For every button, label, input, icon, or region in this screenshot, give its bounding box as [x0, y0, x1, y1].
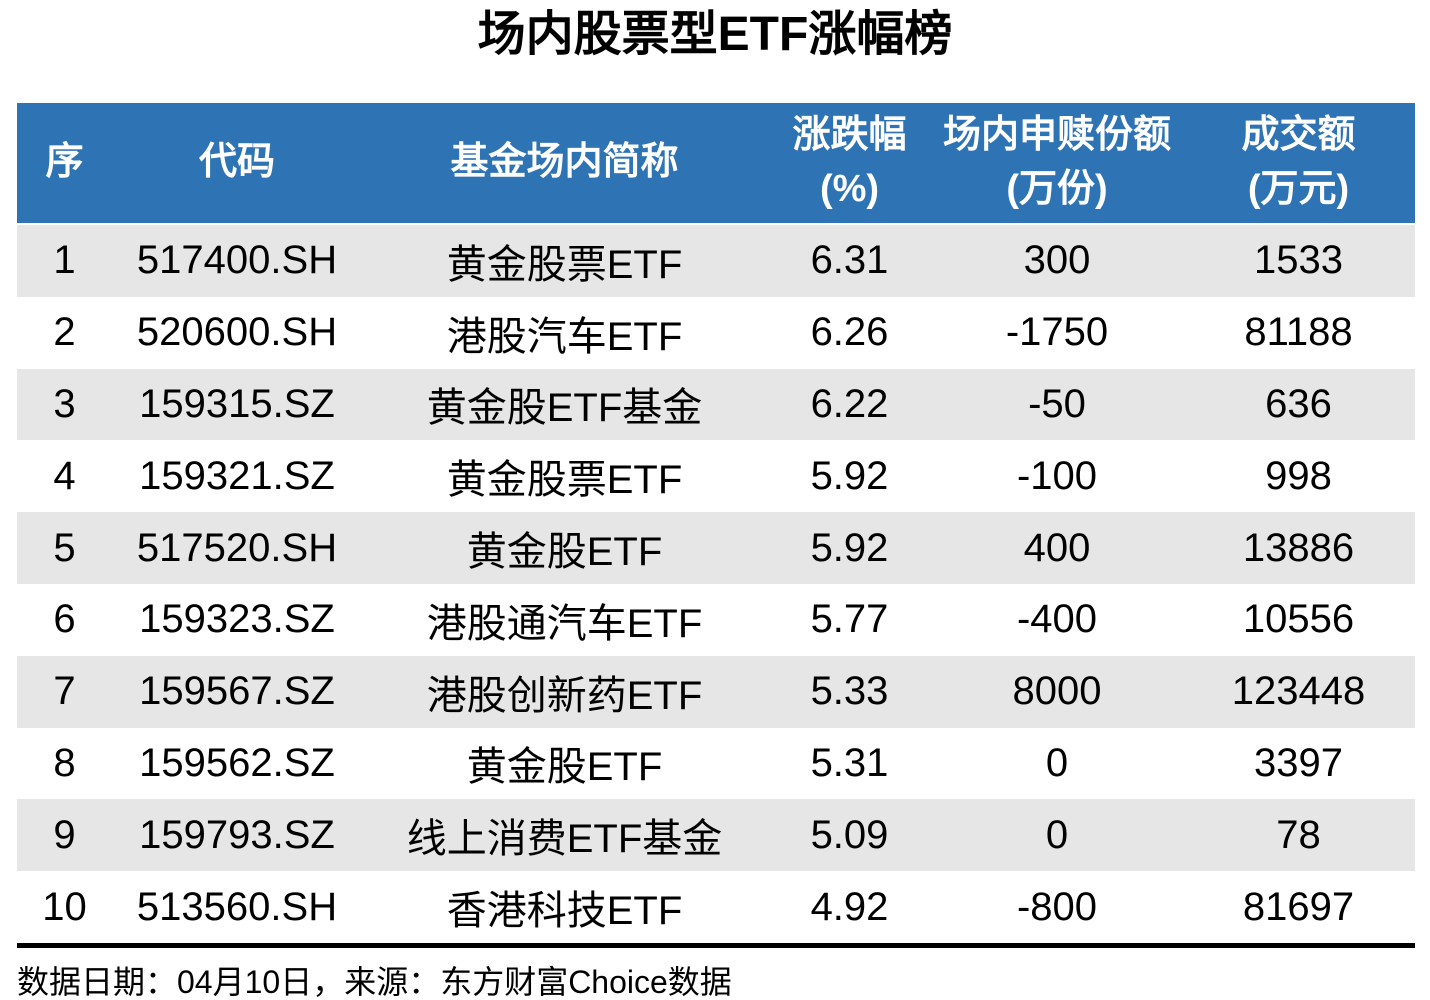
cell-flow: 0	[1045, 740, 1069, 785]
cell-code: 159793.SZ	[139, 812, 335, 857]
cell-flow: -1750	[1005, 310, 1109, 355]
cell-flow: 300	[1023, 238, 1091, 283]
cell-turnover: 78	[1276, 812, 1321, 857]
column-header-rank: 序	[45, 141, 84, 184]
cell-rank: 2	[53, 310, 76, 355]
cell-change_pct: 5.33	[810, 669, 889, 714]
column-header-turnover: 成交额 (万元)	[1241, 114, 1356, 210]
cell-change_pct: 6.22	[810, 381, 889, 426]
cell-rank: 8	[53, 740, 76, 785]
column-header-name: 基金场内简称	[450, 141, 679, 184]
table-row: 5 517520.SH 黄金股ETF 5.92 400 13886	[17, 512, 1415, 584]
cell-turnover: 10556	[1242, 597, 1355, 642]
cell-flow: 0	[1045, 812, 1069, 857]
page-title: 场内股票型ETF涨幅榜	[477, 8, 953, 61]
cell-name: 香港科技ETF	[446, 889, 683, 934]
cell-flow: -800	[1016, 884, 1098, 929]
table-row: 1 517400.SH 黄金股票ETF 6.31 300 1533	[17, 225, 1415, 297]
table-body: 1 517400.SH 黄金股票ETF 6.31 300 1533 2 520600.SH 港股…	[17, 225, 1415, 943]
cell-name: 港股创新药ETF	[426, 673, 703, 718]
cell-code: 159315.SZ	[139, 381, 335, 426]
cell-change_pct: 5.31	[810, 740, 889, 785]
cell-change_pct: 6.26	[810, 310, 889, 355]
cell-change_pct: 6.31	[810, 238, 889, 283]
table-row: 7 159567.SZ 港股创新药ETF 5.33 8000 123448	[17, 655, 1415, 728]
cell-change_pct: 5.77	[810, 597, 889, 642]
column-header-code: 代码	[198, 141, 275, 184]
cell-name: 港股汽车ETF	[446, 314, 683, 359]
cell-rank: 3	[53, 381, 76, 426]
cell-code: 517400.SH	[136, 238, 338, 283]
cell-turnover: 3397	[1254, 740, 1343, 785]
cell-code: 513560.SH	[136, 884, 338, 929]
cell-name: 黄金股ETF	[466, 530, 663, 575]
cell-change_pct: 4.92	[810, 884, 889, 929]
cell-rank: 1	[53, 238, 76, 283]
cell-name: 港股通汽车ETF	[426, 601, 703, 646]
cell-change_pct: 5.92	[810, 453, 889, 498]
table-row: 10 513560.SH 香港科技ETF 4.92 -800 81697	[17, 871, 1415, 943]
cell-turnover: 123448	[1231, 669, 1366, 714]
cell-code: 159562.SZ	[139, 740, 335, 785]
cell-rank: 10	[42, 884, 87, 929]
cell-name: 黄金股ETF基金	[426, 386, 703, 431]
cell-turnover: 81697	[1242, 884, 1355, 929]
cell-rank: 7	[53, 669, 76, 714]
cell-name: 线上消费ETF基金	[406, 817, 723, 862]
table-row: 8 159562.SZ 黄金股ETF 5.31 0 3397	[17, 727, 1415, 800]
cell-code: 517520.SH	[136, 525, 338, 570]
footer-divider	[17, 942, 1415, 948]
cell-turnover: 13886	[1242, 525, 1355, 570]
column-header-flow: 场内申赎份额 (万份)	[942, 114, 1171, 210]
table-row: 2 520600.SH 港股汽车ETF 6.26 -1750 81188	[17, 296, 1415, 369]
table-row: 6 159323.SZ 港股通汽车ETF 5.77 -400 10556	[17, 583, 1415, 656]
cell-code: 159321.SZ	[139, 453, 335, 498]
cell-change_pct: 5.92	[810, 525, 889, 570]
cell-rank: 4	[53, 453, 76, 498]
cell-flow: 400	[1023, 525, 1091, 570]
cell-change_pct: 5.09	[810, 812, 889, 857]
cell-name: 黄金股票ETF	[446, 458, 683, 503]
cell-turnover: 81188	[1244, 310, 1353, 355]
cell-flow: -50	[1028, 381, 1086, 426]
cell-flow: -100	[1016, 453, 1098, 498]
table-row: 4 159321.SZ 黄金股票ETF 5.92 -100 998	[17, 440, 1415, 513]
cell-code: 520600.SH	[136, 310, 338, 355]
cell-code: 159567.SZ	[139, 669, 335, 714]
cell-flow: -400	[1016, 597, 1098, 642]
etf-gainers-table: 序 代码 基金场内简称 涨跌幅 (%) 场内申赎份额 (万份) 成交额 (万元) 1 517400…	[17, 103, 1415, 1000]
cell-rank: 9	[53, 812, 76, 857]
table-header: 序 代码 基金场内简称 涨跌幅 (%) 场内申赎份额 (万份) 成交额 (万元)	[17, 103, 1415, 223]
cell-rank: 6	[53, 597, 76, 642]
cell-flow: 8000	[1012, 669, 1102, 714]
data-source-note: 数据日期：04月10日，来源：东方财富Choice数据	[17, 963, 732, 1000]
cell-rank: 5	[53, 525, 76, 570]
table-row: 9 159793.SZ 线上消费ETF基金 5.09 0 78	[17, 799, 1415, 872]
cell-name: 黄金股票ETF	[446, 242, 683, 287]
cell-turnover: 1533	[1254, 238, 1343, 283]
cell-turnover: 998	[1265, 453, 1332, 498]
cell-name: 黄金股ETF	[466, 745, 663, 790]
table-row: 3 159315.SZ 黄金股ETF基金 6.22 -50 636	[17, 368, 1415, 441]
cell-code: 159323.SZ	[139, 597, 335, 642]
column-header-change_pct: 涨跌幅 (%)	[792, 114, 907, 210]
cell-turnover: 636	[1265, 381, 1332, 426]
